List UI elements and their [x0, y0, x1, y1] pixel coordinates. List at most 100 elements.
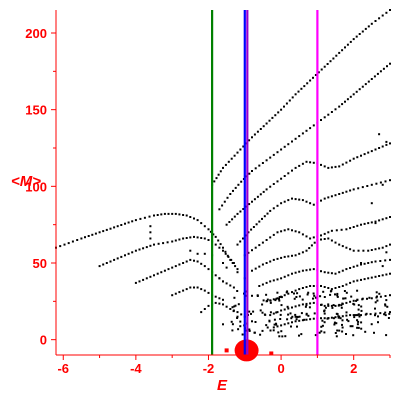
data-point	[102, 230, 105, 233]
data-point	[385, 11, 388, 14]
data-point	[248, 139, 251, 142]
data-point	[389, 9, 391, 11]
data-point	[256, 294, 259, 297]
data-point	[364, 27, 367, 30]
data-point	[356, 298, 359, 301]
data-point	[203, 265, 206, 268]
data-point	[337, 315, 340, 318]
data-point	[308, 306, 311, 309]
data-point	[375, 291, 378, 294]
data-point	[287, 172, 290, 175]
x-tick-label: -2	[203, 361, 215, 376]
data-point	[385, 251, 388, 254]
data-point	[272, 153, 275, 156]
data-point	[262, 299, 265, 302]
data-point	[294, 289, 297, 292]
data-point	[373, 75, 376, 78]
data-point	[312, 317, 315, 320]
data-point	[269, 329, 272, 332]
data-point	[349, 159, 352, 162]
data-point	[305, 160, 308, 163]
data-point	[134, 281, 137, 284]
data-point	[231, 218, 234, 221]
data-point	[335, 312, 338, 315]
data-point	[59, 245, 62, 248]
data-point	[364, 83, 367, 86]
data-point	[269, 314, 272, 317]
data-point	[339, 317, 342, 320]
data-point	[200, 222, 203, 225]
data-point	[214, 295, 217, 298]
data-point	[357, 313, 360, 316]
data-point	[367, 151, 370, 154]
data-point	[262, 125, 265, 128]
data-point	[341, 319, 344, 322]
data-point	[98, 231, 101, 234]
data-point	[294, 271, 297, 274]
data-point	[134, 249, 137, 252]
data-point	[248, 310, 251, 313]
axes: -6 -4 -2 0 2 0 50 100 150 200	[25, 10, 391, 376]
data-point	[276, 297, 279, 300]
data-point	[231, 329, 234, 332]
data-point	[349, 325, 352, 328]
data-point	[156, 214, 159, 216]
y-tick-label: 0	[40, 333, 47, 348]
data-point	[291, 254, 293, 257]
data-point	[293, 292, 295, 295]
data-point	[370, 78, 373, 80]
data-point	[360, 223, 362, 226]
data-point	[313, 241, 316, 244]
data-point	[320, 330, 323, 333]
x-tick-label: -6	[57, 361, 69, 376]
data-point	[345, 291, 348, 294]
data-point	[332, 317, 335, 320]
data-point	[379, 312, 382, 315]
data-point	[307, 291, 310, 294]
data-point	[291, 272, 293, 275]
data-point	[377, 315, 379, 318]
data-point	[281, 335, 284, 338]
data-point	[298, 252, 301, 255]
data-point	[352, 38, 355, 41]
data-point	[261, 217, 263, 220]
data-point	[385, 334, 388, 337]
data-point	[291, 291, 293, 294]
data-point	[203, 289, 206, 292]
data-point	[145, 246, 148, 249]
data-point	[131, 251, 134, 254]
data-point	[373, 331, 375, 334]
data-point	[280, 230, 283, 233]
data-point	[200, 311, 203, 314]
data-point	[323, 197, 326, 200]
data-point	[389, 272, 391, 275]
data-point	[274, 299, 277, 302]
data-point	[272, 329, 275, 332]
data-point	[178, 291, 181, 294]
data-point	[245, 205, 248, 208]
data-point	[287, 307, 290, 310]
data-point	[298, 270, 301, 273]
data-point	[330, 239, 333, 242]
data-point	[341, 326, 344, 329]
data-point	[283, 275, 286, 278]
data-point	[261, 263, 264, 266]
data-point	[346, 98, 349, 101]
data-point	[352, 249, 355, 252]
data-point	[153, 243, 155, 246]
data-point	[341, 302, 344, 305]
data-point	[344, 46, 346, 49]
data-point	[360, 309, 363, 312]
data-point	[323, 65, 326, 68]
data-point	[207, 291, 210, 294]
data-point	[381, 265, 384, 268]
data-point	[374, 301, 377, 304]
data-point	[160, 271, 163, 274]
data-point	[265, 262, 268, 264]
data-point	[357, 326, 360, 329]
data-point	[374, 20, 377, 22]
data-point	[374, 248, 377, 251]
data-point	[288, 99, 291, 102]
data-point	[320, 68, 323, 71]
data-point	[236, 271, 239, 274]
